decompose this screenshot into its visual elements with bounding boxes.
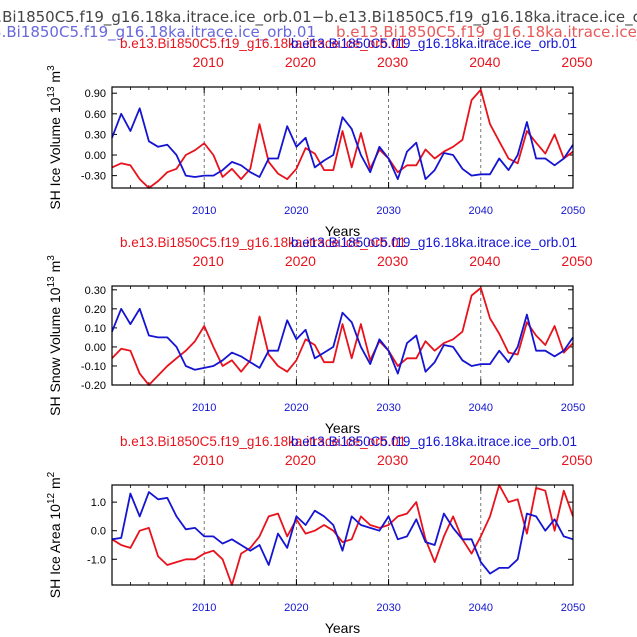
figure-title-line2-red: b.e13.Bi1850C5.f19_g16.18ka.itrace.ice_o… bbox=[336, 23, 637, 42]
top-x-tick-label: 2050 bbox=[561, 253, 592, 269]
bottom-x-tick-label: 2020 bbox=[284, 602, 308, 614]
y-tick-label: 1.0 bbox=[91, 497, 106, 509]
y-tick-label: -0.30 bbox=[81, 171, 106, 183]
x-axis-label: Years bbox=[325, 223, 360, 239]
y-tick-label: 0.60 bbox=[85, 109, 106, 121]
bottom-x-tick-label: 2010 bbox=[192, 602, 216, 614]
snow-volume-panel: b.e13.Bi1850C5.f19_g16.18ka.itrace.ice_o… bbox=[46, 235, 593, 436]
plot-frame bbox=[111, 86, 574, 189]
top-x-tick-label: 2050 bbox=[561, 54, 592, 70]
top-x-tick-label: 2040 bbox=[469, 54, 500, 70]
top-x-tick-label: 2010 bbox=[193, 452, 224, 468]
y-axis-label: SH Ice Volume 1013 m3 bbox=[46, 65, 63, 210]
y-axis-label: SH Ice Area 1012 m2 bbox=[46, 471, 63, 598]
series-line-blue bbox=[111, 307, 574, 375]
series-line-red bbox=[111, 286, 574, 386]
y-tick-label: 0.30 bbox=[85, 285, 106, 297]
plot-frame bbox=[111, 484, 574, 586]
top-x-tick-label: 2020 bbox=[285, 253, 316, 269]
y-tick-label: -1.0 bbox=[87, 554, 106, 566]
right-title: b.e13.Bi1850C5.f19_g16.18ka.itrace.ice_o… bbox=[291, 235, 577, 250]
y-tick-label: -0.20 bbox=[81, 380, 106, 392]
bottom-x-tick-label: 2030 bbox=[376, 402, 400, 414]
plot-frame bbox=[111, 285, 574, 386]
bottom-x-tick-label: 2040 bbox=[469, 205, 493, 217]
y-tick-label: 0.0 bbox=[91, 526, 106, 538]
bottom-x-tick-label: 2030 bbox=[376, 602, 400, 614]
y-tick-label: 0.10 bbox=[85, 323, 106, 335]
bottom-x-tick-label: 2050 bbox=[561, 602, 585, 614]
y-tick-label: 0.00 bbox=[85, 342, 106, 354]
top-x-tick-label: 2010 bbox=[193, 253, 224, 269]
bottom-x-tick-label: 2020 bbox=[284, 402, 308, 414]
figure-title-line2-blue: b.e13.Bi1850C5.f19_g16.18ka.itrace.ice_o… bbox=[0, 23, 316, 42]
bottom-x-tick-label: 2050 bbox=[561, 402, 585, 414]
right-title: b.e13.Bi1850C5.f19_g16.18ka.itrace.ice_o… bbox=[291, 36, 577, 51]
top-x-tick-label: 2030 bbox=[377, 54, 408, 70]
top-x-tick-label: 2020 bbox=[285, 452, 316, 468]
top-x-tick-label: 2040 bbox=[469, 253, 500, 269]
series-line-blue bbox=[111, 107, 574, 181]
y-tick-label: 0.00 bbox=[85, 150, 106, 162]
bottom-x-tick-label: 2040 bbox=[469, 602, 493, 614]
bottom-x-tick-label: 2040 bbox=[469, 402, 493, 414]
series-line-blue bbox=[111, 491, 574, 575]
top-x-tick-label: 2010 bbox=[193, 54, 224, 70]
right-title: b.e13.Bi1850C5.f19_g16.18ka.itrace.ice_o… bbox=[291, 434, 577, 449]
y-tick-label: 0.20 bbox=[85, 304, 106, 316]
series-line-red bbox=[111, 484, 574, 586]
series-line-red bbox=[111, 88, 574, 189]
top-x-tick-label: 2040 bbox=[469, 452, 500, 468]
left-title: b.e13.Bi1850C5.f19_g16.18ka.itrace.ice_o… bbox=[120, 434, 406, 449]
bottom-x-tick-label: 2020 bbox=[284, 205, 308, 217]
x-axis-label: Years bbox=[325, 620, 360, 636]
top-x-tick-label: 2030 bbox=[377, 253, 408, 269]
y-axis-label: SH Snow Volume 1013 m3 bbox=[46, 255, 63, 416]
bottom-x-tick-label: 2010 bbox=[192, 205, 216, 217]
bottom-x-tick-label: 2010 bbox=[192, 402, 216, 414]
bottom-x-tick-label: 2030 bbox=[376, 205, 400, 217]
ice-area-panel: b.e13.Bi1850C5.f19_g16.18ka.itrace.ice_o… bbox=[46, 434, 593, 636]
x-axis-label: Years bbox=[325, 420, 360, 436]
y-tick-label: -0.10 bbox=[81, 361, 106, 373]
left-title: b.e13.Bi1850C5.f19_g16.18ka.itrace.ice_o… bbox=[120, 36, 406, 51]
ice-volume-panel: b.e13.Bi1850C5.f19_g16.18ka.itrace.ice_o… bbox=[46, 36, 593, 239]
figure-title-line1: b.e13.Bi1850C5.f19_g16.18ka.itrace.ice_o… bbox=[0, 8, 637, 27]
y-tick-label: 0.30 bbox=[85, 129, 106, 141]
top-x-tick-label: 2050 bbox=[561, 452, 592, 468]
left-title: b.e13.Bi1850C5.f19_g16.18ka.itrace.ice_o… bbox=[120, 235, 406, 250]
bottom-x-tick-label: 2050 bbox=[561, 205, 585, 217]
y-tick-label: 0.90 bbox=[85, 88, 106, 100]
top-x-tick-label: 2030 bbox=[377, 452, 408, 468]
top-x-tick-label: 2020 bbox=[285, 54, 316, 70]
